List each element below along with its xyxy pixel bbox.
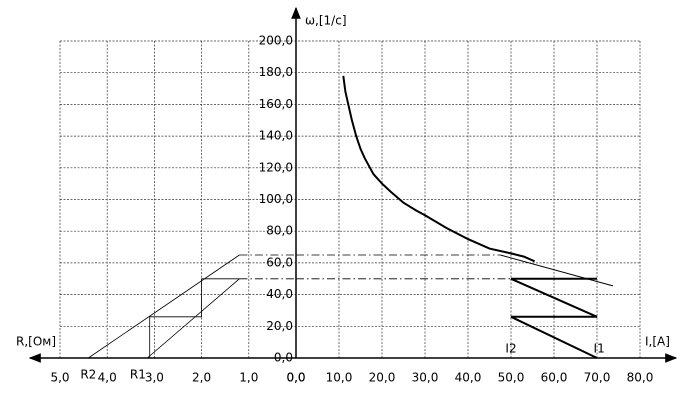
annotation: R2 <box>80 368 96 382</box>
y-tick-label: 60,0 <box>266 255 293 269</box>
x-tick-label: 30,0 <box>412 371 439 385</box>
x2-axis-title: R,[Ом] <box>16 335 56 349</box>
x-tick-label: 40,0 <box>455 371 482 385</box>
y-tick-label: 20,0 <box>266 319 293 333</box>
y-tick-label: 100,0 <box>259 192 293 206</box>
line <box>147 278 240 359</box>
x2-tick-label: 5,0 <box>50 371 69 385</box>
x-tick-label: 70,0 <box>584 371 611 385</box>
line <box>88 254 240 359</box>
x-tick-label: 80,0 <box>627 371 654 385</box>
x-tick-label: 0,0 <box>286 371 305 385</box>
y-axis-title: ω,[1/с] <box>305 14 347 28</box>
x2-tick-label: 1,0 <box>239 371 258 385</box>
x-tick-label: 10,0 <box>326 371 353 385</box>
x2-tick-label: 3,0 <box>145 371 164 385</box>
x2-tick-label: 0,0 <box>286 371 305 385</box>
x-tick-label: 50,0 <box>498 371 525 385</box>
annotation: I1 <box>594 342 605 356</box>
y-tick-label: 40,0 <box>266 287 293 301</box>
y-tick-label: 200,0 <box>259 34 293 48</box>
line <box>500 254 614 287</box>
x2-tick-label: 2,0 <box>192 371 211 385</box>
x2-tick-label: 4,0 <box>98 371 117 385</box>
x-tick-label: 60,0 <box>541 371 568 385</box>
line <box>510 277 598 359</box>
annotation: I2 <box>505 342 516 356</box>
line <box>149 278 240 358</box>
x-tick-label: 20,0 <box>369 371 396 385</box>
line <box>342 75 536 263</box>
y-tick-label: 180,0 <box>259 65 293 79</box>
y-tick-label: 160,0 <box>259 97 293 111</box>
grid <box>59 40 641 359</box>
y-tick-label: 0,0 <box>274 351 293 365</box>
y-tick-label: 80,0 <box>266 224 293 238</box>
annotation: R1 <box>130 368 146 382</box>
y-tick-label: 120,0 <box>259 160 293 174</box>
x-axis-title: I,[A] <box>645 335 670 349</box>
y-tick-label: 140,0 <box>259 129 293 143</box>
